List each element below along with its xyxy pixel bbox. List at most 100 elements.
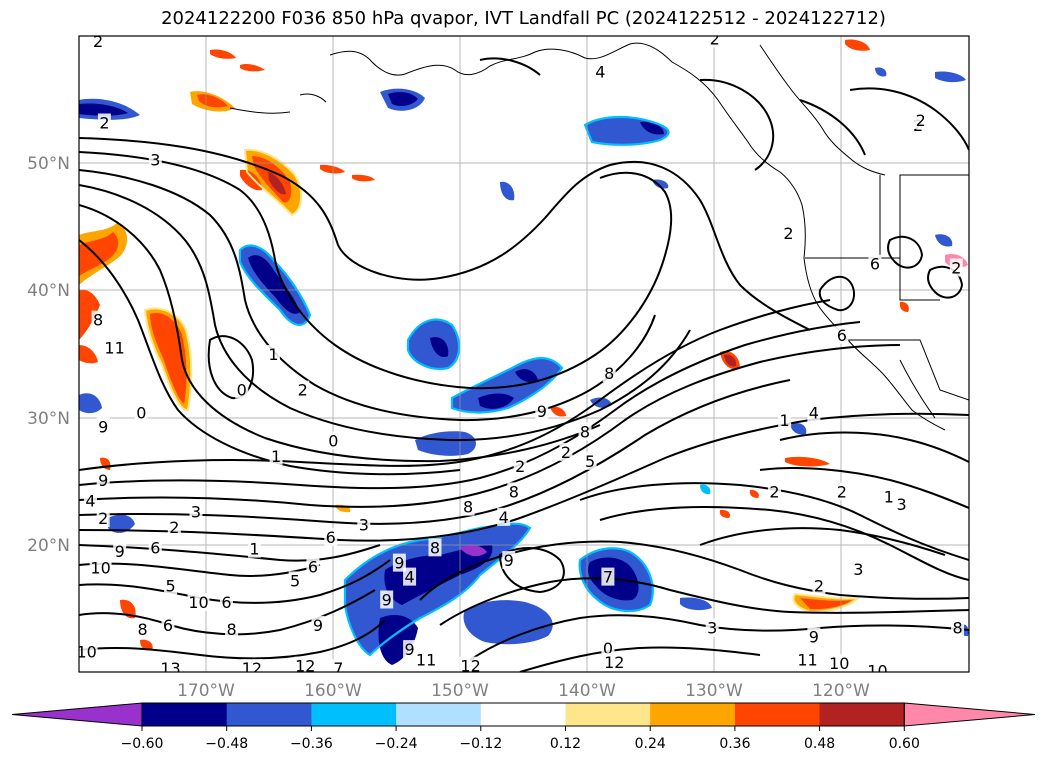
plot-title: 2024122200 F036 850 hPa qvapor, IVT Land… <box>161 8 886 29</box>
contour-label-background <box>593 62 607 81</box>
contour-label-background <box>828 654 851 672</box>
contour-label: 2 <box>93 32 103 51</box>
colorbar-segment <box>650 703 736 726</box>
contour-label: 0 <box>603 639 613 658</box>
contour-label: 1 <box>249 540 259 559</box>
colorbar-segment <box>396 703 482 726</box>
contour-label-background <box>91 36 105 51</box>
contour-label-background <box>914 110 928 129</box>
contour-label-background <box>403 640 417 659</box>
contour-label-background <box>796 650 819 669</box>
contour-label: 9 <box>98 418 108 437</box>
contour-label: 2 <box>916 111 926 130</box>
contour-label: 0 <box>136 404 146 423</box>
contour-label-background <box>96 509 110 528</box>
contour-label: 4 <box>595 63 605 82</box>
contour-label-background <box>882 487 896 506</box>
contour-label-background <box>513 456 527 475</box>
contour-label: 3 <box>150 150 160 169</box>
contour-label: 2 <box>98 509 108 528</box>
contour-label-background <box>136 619 150 638</box>
contour-label: 9 <box>404 640 414 659</box>
contour-label: 2 <box>837 482 847 501</box>
contour-label-background <box>296 380 310 399</box>
contour-label: 13 <box>160 659 180 678</box>
colorbar-tick-label: 0.36 <box>719 736 750 752</box>
colorbar-segment <box>480 703 566 726</box>
contour-label-background <box>708 36 722 48</box>
contour-label-background <box>189 502 203 521</box>
colorbar-tick-label: −0.48 <box>205 736 248 752</box>
lon-tick-label: 170°W <box>177 681 235 701</box>
contour-label: 6 <box>870 255 880 274</box>
contour-label: 1 <box>271 447 281 466</box>
lon-tick-label: 150°W <box>431 681 489 701</box>
colorbar-segment <box>226 703 312 726</box>
contour-label-background <box>324 528 338 547</box>
contour-label: 3 <box>853 560 863 579</box>
contour-label-background <box>219 593 233 612</box>
contour-label-background <box>415 650 438 669</box>
contour-label-background <box>602 364 616 383</box>
contour-label: 6 <box>837 326 847 345</box>
contour-label-background <box>461 497 475 516</box>
contour-label-background <box>91 310 105 329</box>
contour-label-background <box>868 254 882 273</box>
contour-label: 9 <box>809 627 819 646</box>
contour-label-background <box>331 659 345 672</box>
contour-label: 1 <box>884 487 894 506</box>
contour-label: 10 <box>90 559 110 578</box>
colorbar-frame <box>141 702 905 727</box>
contour-label: 8 <box>509 482 519 501</box>
contour-label: 8 <box>952 618 962 637</box>
contour-labels: 4223222661020101189942326910163845610658… <box>79 32 965 681</box>
contour-label: 1 <box>780 411 790 430</box>
contour-label: 9 <box>537 402 547 421</box>
contour-label-background <box>392 553 406 572</box>
colorbar-tick-label: −0.24 <box>375 736 418 752</box>
colorbar-segment <box>311 703 397 726</box>
colorbar-segment <box>819 703 905 726</box>
contour-label: 10 <box>867 662 887 681</box>
contour-label-background <box>951 618 965 637</box>
colorbar-segment <box>142 703 228 726</box>
contour-label: 4 <box>85 491 95 510</box>
lon-tick-label: 160°W <box>304 681 362 701</box>
contour-label-background <box>895 495 909 514</box>
contour-label: 3 <box>359 515 369 534</box>
contour-label: 9 <box>504 551 514 570</box>
contour-label: 2 <box>769 482 779 501</box>
contour-label-background <box>187 593 210 612</box>
lat-tick-label: 50°N <box>27 154 70 174</box>
contour-label-background <box>866 661 889 672</box>
contour-label-background <box>535 402 549 421</box>
contour-label-background <box>96 470 110 489</box>
colorbar-tick-label: −0.12 <box>459 736 502 752</box>
contour-label: 11 <box>797 650 817 669</box>
contour-label-background <box>161 615 175 634</box>
contour-label-background <box>113 542 127 561</box>
contour-label-background <box>601 567 615 586</box>
contour-label-background <box>807 403 821 422</box>
lon-tick-label: 130°W <box>685 681 743 701</box>
contour-label-background <box>835 482 849 501</box>
contour-label-background <box>288 571 302 590</box>
contour-label-background <box>601 638 615 657</box>
contour-label-background <box>459 656 482 672</box>
contour-label-background <box>781 224 795 243</box>
contour-label: 8 <box>226 620 236 639</box>
colorbar-tick-label: 0.24 <box>635 736 666 752</box>
anomaly-rim-contours-warm <box>143 148 861 614</box>
contour-label-background <box>767 482 781 501</box>
contour-label: 9 <box>98 471 108 490</box>
contour-label-background <box>497 507 511 526</box>
contour-label-background <box>311 615 325 634</box>
contour-label-background <box>96 417 110 436</box>
contour-label: 6 <box>308 557 318 576</box>
colorbar-tick-label: 0.12 <box>550 736 581 752</box>
contour-label: 9 <box>394 554 404 573</box>
contour-label: 0 <box>237 381 247 400</box>
contour-label: 6 <box>221 593 231 612</box>
contour-label-background <box>294 656 317 672</box>
colorbar-segment <box>565 703 651 726</box>
